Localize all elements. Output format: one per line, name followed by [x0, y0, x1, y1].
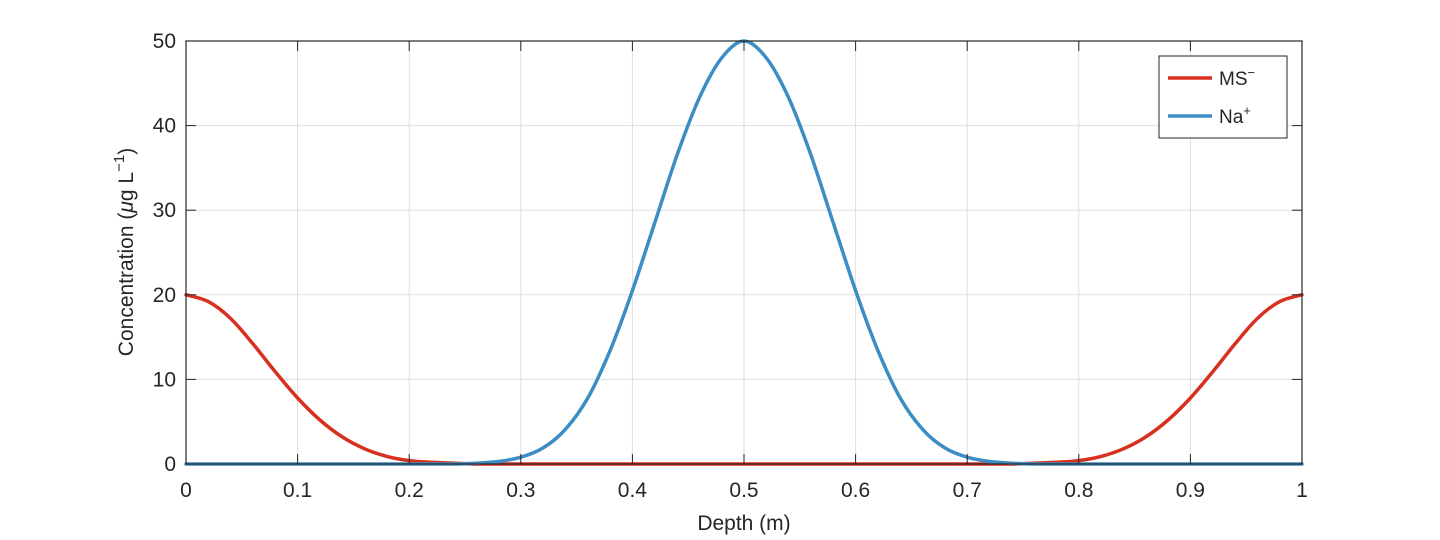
x-tick-label: 0.9	[1176, 479, 1205, 502]
x-tick-label: 0.2	[395, 479, 424, 502]
x-tick-label: 1	[1296, 479, 1308, 502]
x-tick-label: 0.5	[729, 479, 758, 502]
x-tick-label: 0.1	[283, 479, 312, 502]
x-tick-label: 0.3	[506, 479, 535, 502]
legend-box	[1158, 55, 1288, 139]
x-tick-label: 0.4	[618, 479, 648, 502]
x-axis-label: Depth (m)	[697, 512, 790, 535]
y-tick-label: 50	[153, 30, 176, 53]
y-tick-label: 10	[153, 368, 176, 391]
legend: MS− Na+	[1158, 55, 1288, 139]
y-tick-label: 30	[153, 199, 176, 222]
x-tick-label: 0	[180, 479, 192, 502]
y-tick-label: 0	[164, 453, 176, 476]
y-tick-label: 40	[153, 115, 176, 138]
x-tick-label: 0.6	[841, 479, 870, 502]
x-tick-label: 0.8	[1064, 479, 1093, 502]
legend-entry-na: Na+	[1219, 103, 1251, 128]
y-axis-label: Concentration (μg L−1)	[111, 148, 138, 356]
x-tick-label: 0.7	[953, 479, 982, 502]
y-tick-label: 20	[153, 284, 176, 307]
legend-entry-ms: MS−	[1219, 65, 1255, 90]
